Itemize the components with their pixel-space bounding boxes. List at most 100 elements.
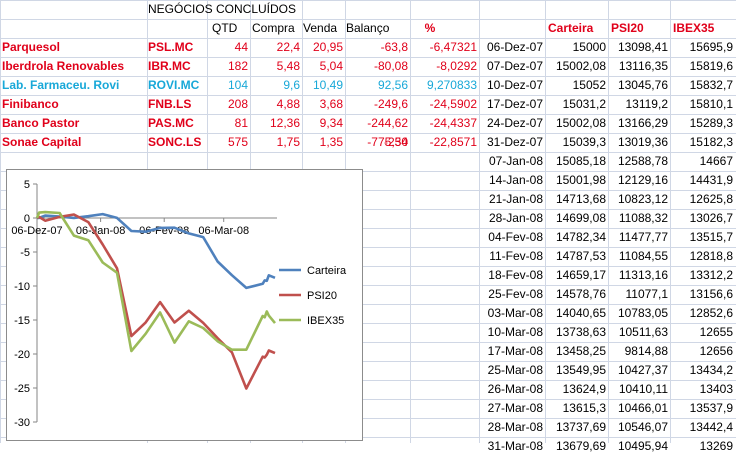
- total-balanco: -775,54: [367, 135, 408, 149]
- trade-compra: 1,75: [276, 135, 300, 149]
- row-carteira: 13458,25: [555, 344, 606, 358]
- row-ibex35: 14431,9: [689, 173, 733, 187]
- y-tick-label: -10: [14, 281, 30, 293]
- row-carteira: 15001,98: [555, 173, 606, 187]
- row-psi20: 11084,55: [618, 249, 668, 263]
- trade-pct: -22,8571: [429, 135, 477, 149]
- row-carteira: 13615,3: [562, 401, 606, 415]
- row-ibex35: 12852,6: [689, 306, 733, 320]
- row-ibex35: 13312,2: [689, 268, 733, 282]
- trade-balanco: -63,8: [380, 40, 408, 54]
- row-psi20: 13098,41: [617, 40, 668, 54]
- trade-ticker: IBR.MC: [148, 59, 191, 73]
- row-date: 03-Mar-08: [487, 306, 543, 320]
- row-ibex35: 15289,3: [689, 116, 733, 130]
- row-carteira: 13737,69: [555, 420, 606, 434]
- row-psi20: 12588,78: [617, 154, 668, 168]
- legend-label: Carteira: [307, 265, 347, 277]
- legend-label: PSI20: [307, 290, 337, 302]
- row-carteira: 14699,08: [555, 211, 606, 225]
- row-psi20: 10546,07: [617, 420, 668, 434]
- trade-balanco: -244,62: [367, 116, 408, 130]
- y-tick-label: 5: [24, 179, 30, 191]
- trade-name: Parquesol: [2, 40, 61, 54]
- row-carteira: 14782,34: [555, 230, 606, 244]
- row-date: 04-Fev-08: [488, 230, 543, 244]
- row-date: 28-Mar-08: [487, 420, 543, 434]
- row-ibex35: 12818,8: [689, 249, 733, 263]
- row-date: 25-Mar-08: [487, 363, 543, 377]
- trade-pct: -6,47321: [429, 40, 477, 54]
- trade-balanco: -249,6: [373, 97, 408, 111]
- row-psi20: 13045,76: [617, 78, 668, 92]
- y-tick-label: -25: [14, 383, 30, 395]
- row-carteira: 15002,08: [555, 59, 606, 73]
- trade-balanco: 92,56: [377, 78, 408, 92]
- trade-compra: 12,36: [269, 116, 300, 130]
- row-psi20: 13019,36: [617, 135, 668, 149]
- row-ibex35: 12625,8: [689, 192, 733, 206]
- column-divider: [545, 0, 546, 443]
- row-ibex35: 13156,6: [689, 287, 733, 301]
- header-pct: %: [424, 21, 436, 35]
- trade-pct: -24,5902: [429, 97, 477, 111]
- trade-qtd: 575: [227, 135, 248, 149]
- trade-name: Sonae Capital: [2, 135, 82, 149]
- trade-ticker: SONC.LS: [148, 135, 202, 149]
- trade-name: Banco Pastor: [2, 116, 80, 130]
- row-date: 14-Jan-08: [488, 173, 543, 187]
- series-line-ibex35: [35, 210, 277, 353]
- row-ibex35: 14667: [699, 154, 733, 168]
- performance-chart[interactable]: 5 0 -5 -10 -15 -20 -25 -30 06-Dez-07 06-Jan-08 06-…: [6, 169, 363, 441]
- sheet-title: NEGÓCIOS CONCLUÍDOS: [148, 2, 297, 16]
- row-psi20: 9814,88: [624, 344, 668, 358]
- header-venda: Venda: [303, 21, 338, 35]
- trade-venda: 3,68: [319, 97, 343, 111]
- row-date: 07-Jan-08: [488, 154, 543, 168]
- trade-venda: 1,35: [319, 135, 343, 149]
- trade-ticker: ROVI.MC: [148, 78, 200, 92]
- row-psi20: 10466,01: [617, 401, 668, 415]
- row-carteira: 15002,08: [555, 116, 606, 130]
- row-date: 17-Dez-07: [486, 97, 543, 111]
- header-balanco: Balanço: [346, 21, 390, 35]
- row-date: 06-Dez-07: [486, 40, 543, 54]
- row-ibex35: 13026,7: [689, 211, 733, 225]
- trade-compra: 22,4: [276, 40, 300, 54]
- row-psi20: 10410,11: [618, 382, 668, 396]
- trade-qtd: 182: [227, 59, 248, 73]
- row-carteira: 13624,9: [562, 382, 606, 396]
- trade-qtd: 208: [227, 97, 248, 111]
- row-date: 28-Jan-08: [488, 211, 543, 225]
- column-divider: [479, 0, 480, 443]
- trade-ticker: PSL.MC: [148, 40, 194, 54]
- x-tick-label: 06-Dez-07: [11, 225, 62, 237]
- y-tick-label: -5: [20, 247, 30, 259]
- trade-balanco: -230: [383, 135, 408, 149]
- trade-name: Finibanco: [2, 97, 59, 111]
- row-psi20: 13116,35: [618, 59, 668, 73]
- series-line-carteira: [36, 212, 276, 290]
- row-psi20: 10823,12: [617, 192, 668, 206]
- row-date: 10-Dez-07: [486, 78, 543, 92]
- y-tick-label: 0: [24, 213, 30, 225]
- row-psi20: 10495,94: [617, 439, 668, 453]
- row-date: 11-Fev-08: [489, 249, 543, 263]
- row-ibex35: 15695,9: [689, 40, 733, 54]
- row-ibex35: 13269: [699, 439, 733, 453]
- trade-name: Iberdrola Renovables: [2, 59, 125, 73]
- row-carteira: 15052: [572, 78, 606, 92]
- trade-venda: 20,95: [312, 40, 343, 54]
- row-ibex35: 13434,2: [689, 363, 733, 377]
- row-ibex35: 12656: [699, 344, 733, 358]
- row-carteira: 14713,68: [555, 192, 606, 206]
- row-carteira: 15031,2: [562, 97, 606, 111]
- row-psi20: 11313,16: [618, 268, 668, 282]
- x-tick-label: 06-Jan-08: [76, 225, 126, 237]
- row-psi20: 11077,1: [625, 287, 669, 301]
- row-carteira: 14787,53: [555, 249, 606, 263]
- legend-label: IBEX35: [307, 315, 344, 327]
- trade-qtd: 44: [234, 40, 248, 54]
- header-psi20: PSI20: [611, 21, 644, 35]
- row-carteira: 13549,95: [555, 363, 606, 377]
